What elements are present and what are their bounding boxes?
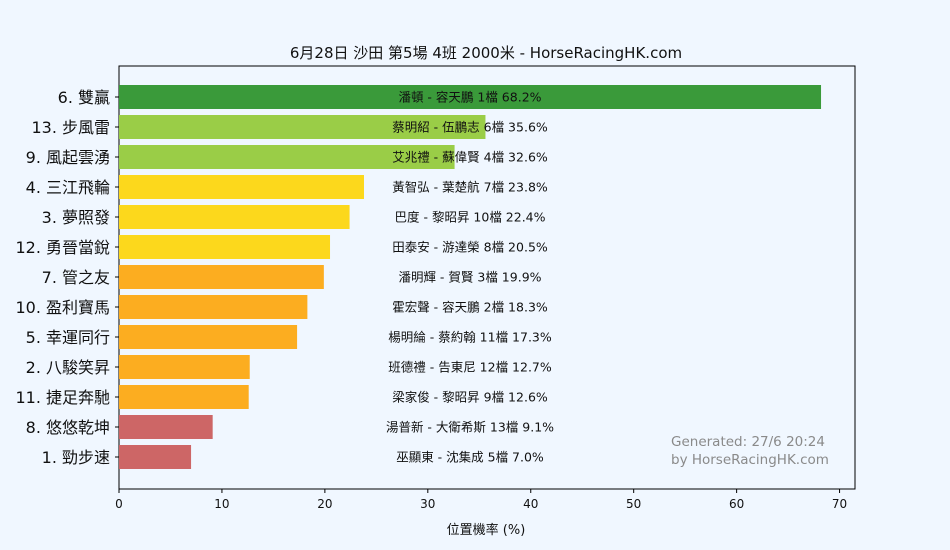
x-tick-label: 70 bbox=[832, 497, 847, 511]
bar-data-label: 梁家俊 - 黎昭昇 9檔 12.6% bbox=[392, 390, 548, 405]
bar bbox=[119, 295, 308, 319]
category-label: 11. 捷足奔馳 bbox=[15, 388, 110, 407]
category-label: 10. 盈利寶馬 bbox=[15, 298, 110, 317]
bar bbox=[119, 175, 364, 199]
category-label: 7. 管之友 bbox=[42, 268, 110, 287]
x-tick-label: 60 bbox=[729, 497, 744, 511]
category-label: 9. 風起雲湧 bbox=[26, 148, 110, 167]
bar bbox=[119, 415, 213, 439]
category-label: 12. 勇晉當銳 bbox=[15, 238, 110, 257]
bar-data-label: 艾兆禮 - 蘇偉賢 4檔 32.6% bbox=[392, 150, 548, 165]
category-label: 2. 八駿笑昇 bbox=[26, 358, 110, 377]
x-tick-label: 0 bbox=[115, 497, 123, 511]
bar-data-label: 潘頓 - 容天鵬 1檔 68.2% bbox=[398, 90, 541, 105]
x-tick-label: 40 bbox=[523, 497, 538, 511]
category-label: 1. 勁步速 bbox=[42, 448, 110, 467]
bar-data-label: 霍宏聲 - 容天鵬 2檔 18.3% bbox=[392, 300, 548, 315]
bar bbox=[119, 265, 324, 289]
x-tick-label: 20 bbox=[317, 497, 332, 511]
bar bbox=[119, 385, 249, 409]
x-axis: 0 10 20 30 40 50 60 70 bbox=[115, 489, 847, 511]
bar-data-label: 蔡明紹 - 伍鵬志 6檔 35.6% bbox=[392, 120, 548, 135]
category-label: 6. 雙贏 bbox=[58, 88, 110, 107]
bar bbox=[119, 85, 822, 109]
category-label: 5. 幸運同行 bbox=[26, 328, 110, 347]
bar-data-label: 班德禮 - 告東尼 12檔 12.7% bbox=[388, 360, 552, 375]
y-axis-labels: 6. 雙贏 13. 步風雷 9. 風起雲湧 4. 三江飛輪 3. 夢照發 12. 勇晉當銳… bbox=[15, 88, 119, 467]
bar bbox=[119, 145, 455, 169]
bar bbox=[119, 115, 486, 139]
bars-group: 潘頓 - 容天鵬 1檔 68.2% 蔡明紹 - 伍鵬志 6檔 35.6% 艾兆禮 -… bbox=[119, 85, 822, 469]
bar-data-label: 巴度 - 黎昭昇 10檔 22.4% bbox=[394, 210, 545, 225]
bar bbox=[119, 235, 331, 259]
bar-data-label: 田泰安 - 游達榮 8檔 20.5% bbox=[392, 240, 548, 255]
chart-title: 6月28日 沙田 第5場 4班 2000米 - HorseRacingHK.co… bbox=[290, 44, 682, 62]
bar-data-label: 潘明輝 - 賀賢 3檔 19.9% bbox=[398, 270, 541, 285]
x-tick-label: 50 bbox=[626, 497, 641, 511]
x-tick-label: 10 bbox=[214, 497, 229, 511]
bar-data-label: 黃智弘 - 葉楚航 7檔 23.8% bbox=[392, 180, 548, 195]
bar-data-label: 巫顯東 - 沈集成 5檔 7.0% bbox=[396, 450, 544, 465]
generated-timestamp-annotation: Generated: 27/6 20:24 bbox=[671, 434, 825, 450]
category-label: 13. 步風雷 bbox=[31, 118, 110, 137]
bar-data-label: 楊明綸 - 蔡約翰 11檔 17.3% bbox=[388, 330, 552, 345]
category-label: 8. 悠悠乾坤 bbox=[26, 418, 110, 437]
bar bbox=[119, 355, 250, 379]
category-label: 3. 夢照發 bbox=[42, 208, 110, 227]
bar bbox=[119, 325, 298, 349]
x-axis-title: 位置機率 (%) bbox=[447, 522, 526, 538]
x-tick-label: 30 bbox=[420, 497, 435, 511]
source-site-annotation: by HorseRacingHK.com bbox=[671, 452, 829, 468]
bar bbox=[119, 205, 350, 229]
bar bbox=[119, 445, 192, 469]
bar-data-label: 湯普新 - 大衛希斯 13檔 9.1% bbox=[386, 420, 554, 435]
category-label: 4. 三江飛輪 bbox=[26, 178, 110, 197]
